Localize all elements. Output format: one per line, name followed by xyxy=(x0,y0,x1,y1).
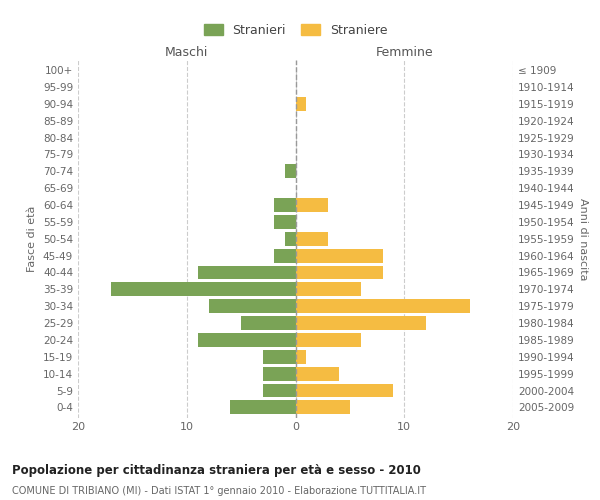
Bar xyxy=(274,198,296,212)
Bar xyxy=(296,366,339,380)
Bar xyxy=(296,300,470,313)
Bar xyxy=(284,232,296,245)
Bar xyxy=(296,248,383,262)
Text: Maschi: Maschi xyxy=(165,46,208,59)
Text: COMUNE DI TRIBIANO (MI) - Dati ISTAT 1° gennaio 2010 - Elaborazione TUTTITALIA.I: COMUNE DI TRIBIANO (MI) - Dati ISTAT 1° … xyxy=(12,486,426,496)
Bar xyxy=(296,333,361,347)
Bar xyxy=(197,333,296,347)
Bar xyxy=(263,384,296,398)
Text: Popolazione per cittadinanza straniera per età e sesso - 2010: Popolazione per cittadinanza straniera p… xyxy=(12,464,421,477)
Bar xyxy=(296,350,307,364)
Bar xyxy=(296,232,328,245)
Bar xyxy=(296,97,307,111)
Bar xyxy=(197,266,296,280)
Bar xyxy=(296,316,426,330)
Legend: Stranieri, Straniere: Stranieri, Straniere xyxy=(200,20,391,40)
Bar xyxy=(296,400,350,414)
Bar xyxy=(296,384,394,398)
Bar xyxy=(241,316,296,330)
Bar xyxy=(284,164,296,178)
Bar xyxy=(274,215,296,229)
Bar xyxy=(263,350,296,364)
Bar xyxy=(230,400,296,414)
Bar xyxy=(274,248,296,262)
Bar xyxy=(296,266,383,280)
Bar xyxy=(296,198,328,212)
Y-axis label: Anni di nascita: Anni di nascita xyxy=(578,198,589,280)
Bar xyxy=(209,300,296,313)
Bar xyxy=(263,366,296,380)
Text: Femmine: Femmine xyxy=(376,46,433,59)
Y-axis label: Fasce di età: Fasce di età xyxy=(28,206,37,272)
Bar xyxy=(110,282,296,296)
Bar xyxy=(296,282,361,296)
